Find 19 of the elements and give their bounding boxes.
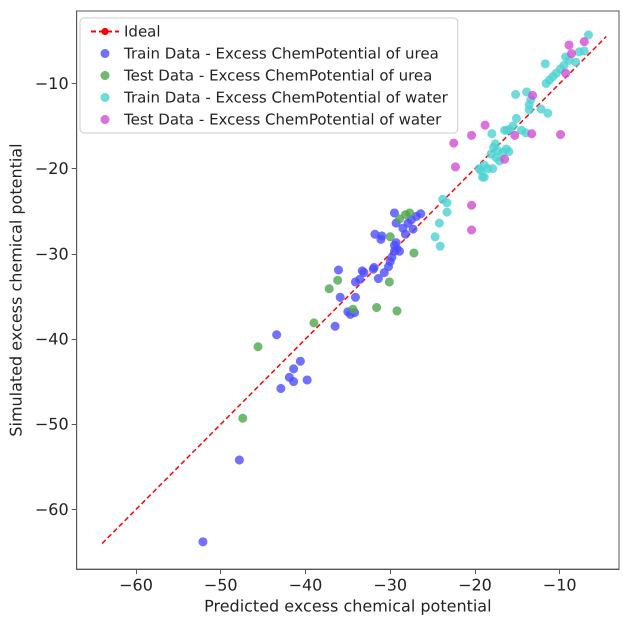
x-tick-label: −10 [542,576,577,595]
y-tick-label: −20 [34,159,69,178]
x-tick-label: −50 [204,576,238,595]
y-tick-label: −40 [34,330,69,349]
legend-label: Test Data - Excess ChemPotential of water [123,110,442,128]
x-tick-label: −30 [373,576,408,595]
y-tick-label: −30 [34,244,69,264]
legend-label: Train Data - Excess ChemPotential of water [123,88,449,106]
x-tick-label: −40 [288,576,322,595]
x-tick-label: −60 [119,576,153,595]
legend-label: Ideal [124,22,161,40]
y-tick-label: −60 [34,500,69,519]
legend-label: Test Data - Excess ChemPotential of urea [123,66,432,84]
x-tick-label: −20 [458,576,492,595]
x-axis-title: Predicted excess chemical potential [204,596,492,616]
y-tick-label: −50 [34,414,69,434]
y-tick-label: −10 [34,74,69,93]
y-axis-title: Simulated excess chemical potential [6,143,26,437]
legend-label: Train Data - Excess ChemPotential of urea [123,44,439,62]
